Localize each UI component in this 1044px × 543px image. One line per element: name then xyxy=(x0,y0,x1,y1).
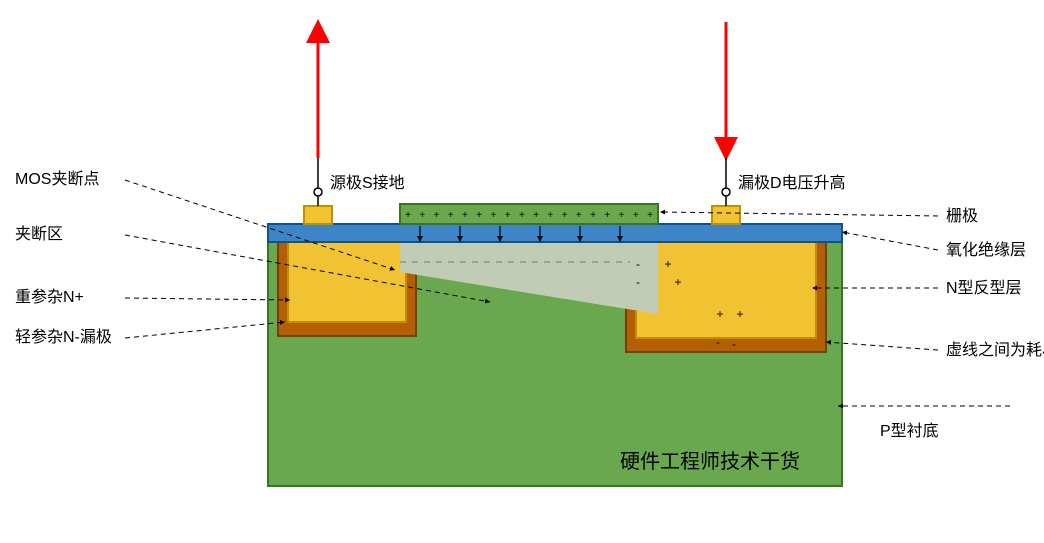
gate-charge-plus: + xyxy=(419,210,425,221)
inversion-label: N型反型层 xyxy=(946,279,1022,297)
gate-charge-plus: + xyxy=(562,210,568,221)
diagram-container: ++++++++++++++++++源极S接地漏极D电压升高MOS夹断点夹断区重… xyxy=(0,0,1044,543)
heavy-doped-n-well xyxy=(636,242,816,338)
gate-charge-plus: + xyxy=(547,210,553,221)
gate-charge-plus: + xyxy=(619,210,625,221)
drain-terminal-icon xyxy=(722,188,730,196)
gate-charge-plus: + xyxy=(519,210,525,221)
gate-charge-plus: + xyxy=(448,210,454,221)
mosfet-diagram: ++++++++++++++++++源极S接地漏极D电压升高MOS夹断点夹断区重… xyxy=(0,0,1044,543)
source-contact xyxy=(304,206,332,224)
heavy-doping-label: 重参杂N+ xyxy=(15,288,84,306)
oxide-label: 氧化绝缘层 xyxy=(946,241,1026,259)
gate-arrow-icon xyxy=(660,212,938,216)
gate-label: 栅极 xyxy=(946,207,978,225)
heavy-doping-arrow-icon xyxy=(125,298,290,300)
gate-charge-plus: + xyxy=(576,210,582,221)
gate-charge-plus: + xyxy=(434,210,440,221)
light-doping-arrow-icon xyxy=(125,322,285,338)
drain-contact xyxy=(712,206,740,224)
cutoff-label: 夹断区 xyxy=(15,225,63,243)
charge-plus-icon: + xyxy=(716,307,723,321)
gate-charge-plus: + xyxy=(505,210,511,221)
depletion-label: 虚线之间为耗尽区 xyxy=(946,341,1044,359)
gate-charge-plus: + xyxy=(633,210,639,221)
gate-charge-plus: + xyxy=(490,210,496,221)
gate-charge-plus: + xyxy=(405,210,411,221)
psub-label: P型衬底 xyxy=(880,422,939,440)
source-terminal-icon xyxy=(314,188,322,196)
source-label: 源极S接地 xyxy=(330,174,405,192)
pinchoff-label: MOS夹断点 xyxy=(15,170,99,188)
oxide-layer xyxy=(268,224,842,242)
gate-charge-plus: + xyxy=(462,210,468,221)
gate-charge-plus: + xyxy=(533,210,539,221)
charge-plus-icon: + xyxy=(736,307,743,321)
charge-minus-icon: - xyxy=(732,337,736,351)
drain-label: 漏极D电压升高 xyxy=(738,174,846,192)
oxide-arrow-icon xyxy=(842,232,938,250)
watermark-text: 硬件工程师技术干货 xyxy=(620,450,800,473)
gate-charge-plus: + xyxy=(476,210,482,221)
charge-minus-icon: - xyxy=(636,275,640,289)
charge-plus-icon: + xyxy=(674,275,681,289)
gate-charge-plus: + xyxy=(590,210,596,221)
light-doping-label: 轻参杂N-漏极 xyxy=(15,328,112,346)
charge-plus-icon: + xyxy=(664,257,671,271)
charge-minus-icon: - xyxy=(636,257,640,271)
charge-minus-icon: - xyxy=(716,335,720,349)
gate-charge-plus: + xyxy=(604,210,610,221)
gate-charge-plus: + xyxy=(647,210,653,221)
